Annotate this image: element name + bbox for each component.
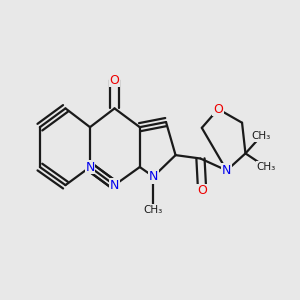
Text: N: N (85, 160, 95, 173)
Text: CH₃: CH₃ (256, 162, 275, 172)
Text: CH₃: CH₃ (251, 131, 270, 141)
Text: N: N (222, 164, 231, 177)
Text: N: N (149, 170, 158, 183)
Text: O: O (197, 184, 207, 197)
Text: O: O (110, 74, 119, 87)
Text: CH₃: CH₃ (144, 205, 163, 215)
Text: O: O (213, 103, 223, 116)
Text: N: N (110, 178, 119, 192)
